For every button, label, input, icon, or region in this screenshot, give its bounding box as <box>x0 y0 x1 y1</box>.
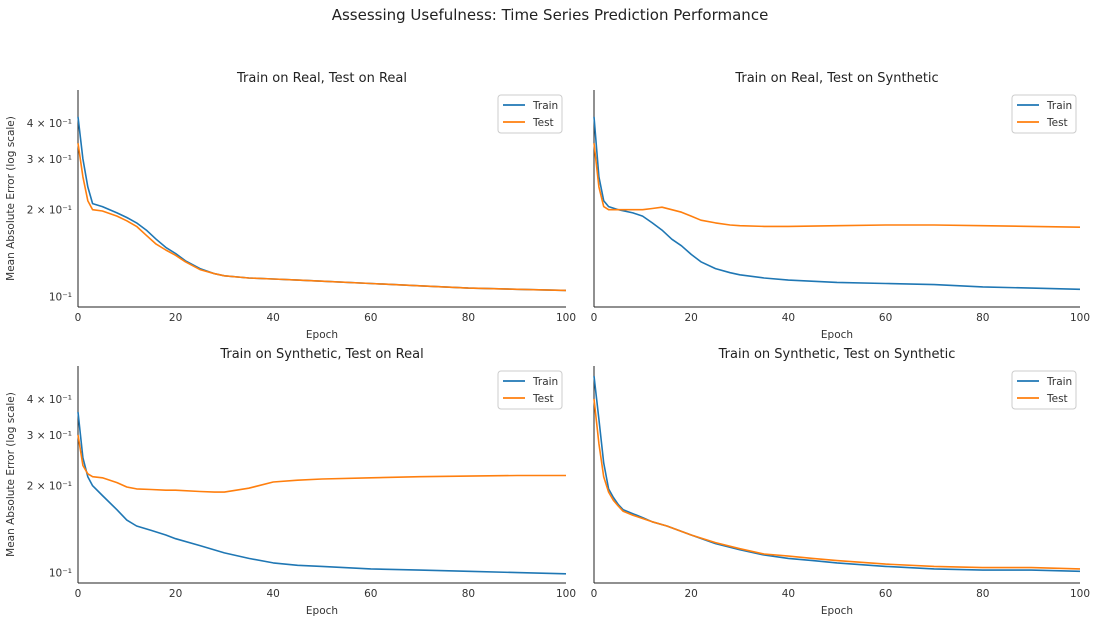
chart-panel-4: Train on Synthetic, Test on Synthetic 0 20… <box>591 347 1090 617</box>
series-line-test <box>77 434 566 493</box>
x-tick-label: 0 <box>75 312 82 324</box>
x-tick-label: 60 <box>879 588 892 600</box>
x-tick-label: 0 <box>75 588 82 600</box>
x-axis-label: Epoch <box>306 329 338 341</box>
x-tick-label: 100 <box>556 588 576 600</box>
x-tick-label: 100 <box>1070 312 1090 324</box>
y-tick-label: 3 × 10⁻¹ <box>27 430 72 442</box>
x-tick-label: 80 <box>462 312 475 324</box>
series-line-test <box>77 143 567 292</box>
panel-title: Train on Synthetic, Test on Synthetic <box>718 347 956 362</box>
figure-title: Assessing Usefulness: Time Series Predic… <box>332 6 769 24</box>
y-tick-label: 2 × 10⁻¹ <box>27 205 72 217</box>
y-tick-label: 10⁻¹ <box>49 568 72 580</box>
legend-label: Train <box>532 376 558 388</box>
legend: Train Test <box>497 370 563 410</box>
legend-label: Train <box>1046 376 1072 388</box>
x-tick-label: 40 <box>267 588 280 600</box>
x-tick-label: 20 <box>169 312 182 324</box>
y-tick-label: 4 × 10⁻¹ <box>27 394 72 406</box>
x-tick-label: 60 <box>879 312 892 324</box>
legend-label: Test <box>1046 117 1068 129</box>
series-line-test <box>593 143 1081 228</box>
x-tick-label: 80 <box>462 588 475 600</box>
y-tick-label: 10⁻¹ <box>49 292 72 304</box>
x-axis-label: Epoch <box>306 605 338 617</box>
legend-label: Test <box>532 393 554 405</box>
legend: Train Test <box>497 94 563 134</box>
x-tick-label: 60 <box>364 588 377 600</box>
x-tick-label: 60 <box>364 312 377 324</box>
x-tick-label: 40 <box>267 312 280 324</box>
panel-title: Train on Real, Test on Synthetic <box>734 71 938 86</box>
panel-title: Train on Real, Test on Real <box>236 71 407 86</box>
chart-panels: Train on Real, Test on Real 0 20 40 60 80 100 4… <box>5 71 1090 617</box>
x-tick-label: 40 <box>782 588 795 600</box>
x-tick-label: 40 <box>782 312 795 324</box>
x-tick-label: 80 <box>976 588 989 600</box>
x-tick-label: 100 <box>1070 588 1090 600</box>
series-line-train <box>593 116 1081 291</box>
y-axis-label: Mean Absolute Error (log scale) <box>5 392 17 557</box>
y-tick-label: 3 × 10⁻¹ <box>27 154 72 166</box>
x-tick-label: 0 <box>591 588 598 600</box>
y-tick-label: 4 × 10⁻¹ <box>27 118 72 130</box>
x-tick-label: 20 <box>685 588 698 600</box>
chart-panel-1: Train on Real, Test on Real 0 20 40 60 80 100 4… <box>5 71 576 341</box>
x-tick-label: 100 <box>556 312 576 324</box>
x-axis-label: Epoch <box>821 329 853 341</box>
chart-panel-3: Train on Synthetic, Test on Real 0 20 40 60 8… <box>5 347 576 617</box>
y-axis-label: Mean Absolute Error (log scale) <box>5 116 17 281</box>
x-tick-label: 80 <box>976 312 989 324</box>
y-tick-label: 2 × 10⁻¹ <box>27 481 72 493</box>
series-line-train <box>77 412 567 575</box>
x-axis-label: Epoch <box>821 605 853 617</box>
legend: Train Test <box>1011 94 1077 134</box>
legend-label: Test <box>1046 393 1068 405</box>
series-line-test <box>593 398 1081 570</box>
panel-title: Train on Synthetic, Test on Real <box>219 347 423 362</box>
legend: Train Test <box>1011 370 1077 410</box>
chart-panel-2: Train on Real, Test on Synthetic 0 20 40 60 8… <box>591 71 1090 341</box>
legend-label: Test <box>532 117 554 129</box>
x-tick-label: 20 <box>169 588 182 600</box>
x-tick-label: 0 <box>591 312 598 324</box>
series-line-train <box>77 116 567 292</box>
legend-label: Train <box>1046 100 1072 112</box>
legend-label: Train <box>532 100 558 112</box>
series-line-train <box>593 375 1081 573</box>
x-tick-label: 20 <box>685 312 698 324</box>
